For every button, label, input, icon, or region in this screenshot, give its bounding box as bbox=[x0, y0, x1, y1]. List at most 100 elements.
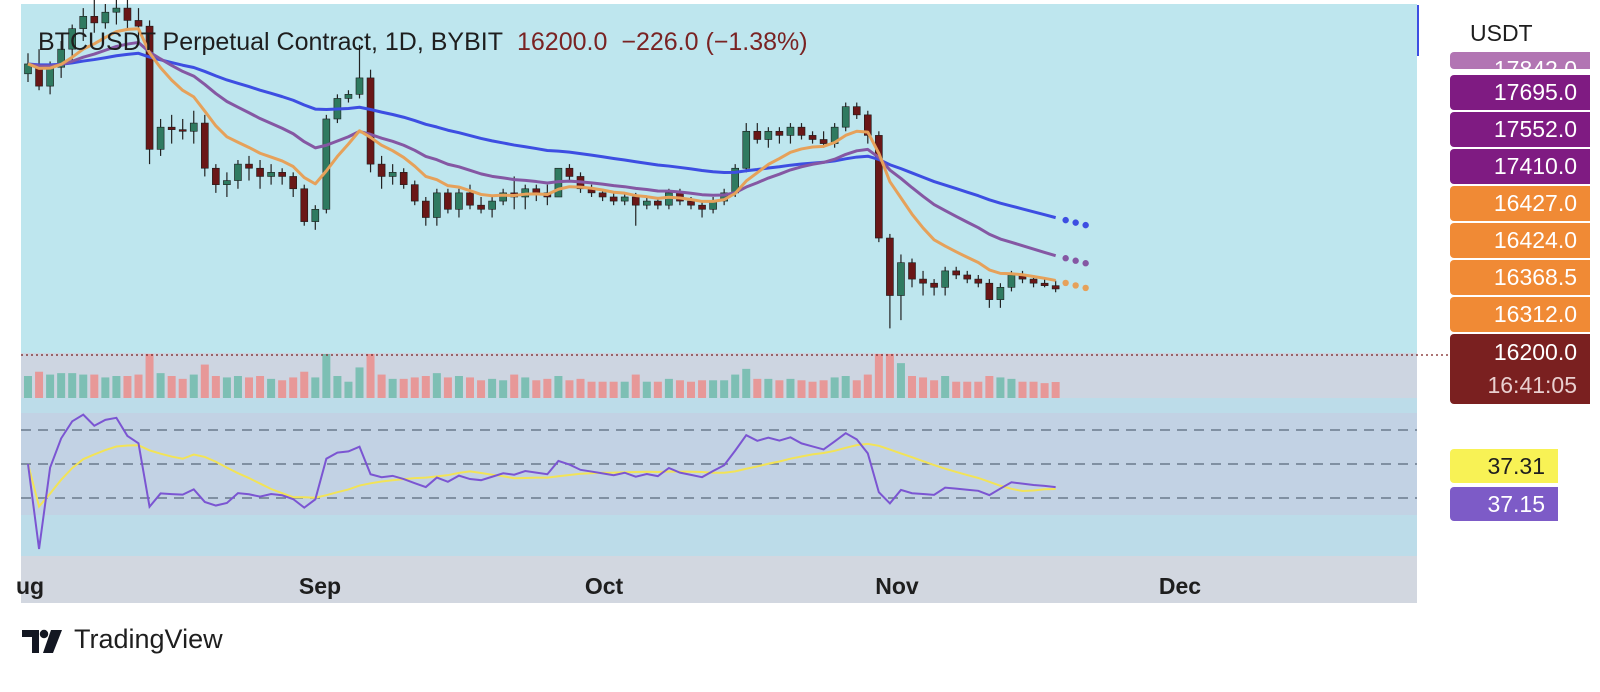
volume-bar bbox=[885, 354, 894, 398]
bear-candle bbox=[963, 274, 972, 280]
symbol-line: BTCUSDT Perpetual Contract, 1D, BYBIT bbox=[38, 28, 503, 56]
tradingview-brand[interactable]: TradingView bbox=[22, 624, 223, 655]
bull-candle bbox=[112, 7, 121, 13]
bull-candle bbox=[101, 11, 110, 24]
volume-bar bbox=[355, 367, 364, 398]
volume-bar bbox=[278, 380, 287, 398]
bear-candle bbox=[366, 77, 375, 165]
volume-bar bbox=[454, 376, 463, 398]
volume-bar bbox=[908, 376, 916, 398]
bear-candle bbox=[201, 122, 209, 169]
volume-bar bbox=[1051, 382, 1060, 398]
volume-bar bbox=[919, 377, 928, 398]
volume-bar bbox=[675, 380, 684, 398]
volume-bar bbox=[731, 374, 740, 398]
bear-candle bbox=[123, 7, 132, 21]
bear-candle bbox=[687, 200, 695, 206]
bear-candle bbox=[631, 196, 640, 206]
bear-candle bbox=[698, 204, 706, 210]
rsi-ma-line bbox=[27, 442, 1056, 509]
volume-bar bbox=[421, 376, 430, 398]
volume-bar bbox=[388, 378, 397, 398]
bull-candle bbox=[267, 172, 275, 177]
bear-candle bbox=[399, 172, 408, 185]
currency-label[interactable]: USDT bbox=[1470, 20, 1533, 46]
bear-candle bbox=[421, 200, 430, 218]
volume-bar bbox=[709, 380, 718, 398]
bear-candle bbox=[775, 130, 784, 136]
ema-long-label-3: 17410.0 bbox=[1450, 149, 1590, 184]
bull-candle bbox=[897, 262, 905, 296]
bear-candle bbox=[1051, 285, 1060, 290]
ema-slow-line-projection-dot bbox=[1082, 221, 1089, 229]
bear-candle bbox=[753, 130, 762, 140]
price-pane bbox=[21, 4, 1417, 353]
volume-bar bbox=[952, 381, 961, 398]
volume-bar bbox=[90, 374, 99, 398]
bear-candle bbox=[444, 192, 452, 210]
volume-bar bbox=[510, 374, 519, 398]
volume-bar bbox=[698, 380, 707, 398]
volume-bar bbox=[466, 377, 474, 398]
bear-candle bbox=[1029, 278, 1038, 284]
ema-slow-line-projection-dot bbox=[1072, 219, 1079, 226]
bear-candle bbox=[875, 135, 883, 239]
bear-candle bbox=[952, 270, 961, 276]
volume-bar bbox=[156, 373, 165, 398]
volume-bar bbox=[996, 377, 1005, 398]
rsi-value-label: 37.15 bbox=[1450, 487, 1558, 521]
volume-bar bbox=[68, 373, 77, 398]
volume-bar bbox=[841, 376, 850, 398]
bear-candle bbox=[90, 16, 99, 24]
bull-candle bbox=[189, 122, 198, 132]
volume-bar bbox=[587, 381, 596, 398]
volume-bar bbox=[344, 381, 353, 398]
volume-bar bbox=[311, 377, 320, 398]
volume-bar bbox=[1040, 383, 1049, 398]
volume-bar bbox=[145, 354, 154, 398]
tradingview-logo-icon bbox=[22, 629, 62, 653]
volume-bar bbox=[819, 380, 828, 398]
volume-bar bbox=[245, 377, 253, 398]
volume-bar bbox=[1018, 381, 1027, 398]
volume-bar bbox=[554, 376, 563, 398]
rsi-ma-value-label: 37.31 bbox=[1450, 449, 1558, 483]
volume-bar bbox=[477, 380, 486, 398]
ema-long-label-1: 17695.0 bbox=[1450, 75, 1590, 110]
bull-candle bbox=[355, 77, 364, 95]
bear-candle bbox=[278, 172, 286, 177]
bull-candle bbox=[941, 270, 949, 288]
brand-name: TradingView bbox=[74, 624, 223, 654]
bear-candle bbox=[145, 25, 154, 150]
volume-bar bbox=[46, 374, 55, 398]
volume-bar bbox=[598, 381, 607, 398]
bear-candle bbox=[609, 196, 618, 202]
volume-bar bbox=[764, 378, 773, 398]
ema-fast-line-projection-dot bbox=[1062, 279, 1069, 287]
last-price-label: 16200.0 bbox=[1493, 339, 1577, 365]
bull-candle bbox=[488, 200, 496, 210]
partial-top-label: 17842.0 bbox=[1450, 52, 1590, 69]
volume-bar bbox=[720, 380, 729, 398]
bear-candle bbox=[565, 167, 574, 177]
volume-bar bbox=[620, 381, 629, 398]
volume-bar bbox=[863, 374, 872, 398]
time-label-dec: Dec bbox=[1158, 573, 1202, 599]
last-price-text: 16200.0 bbox=[516, 28, 608, 56]
bear-candle bbox=[974, 278, 983, 284]
volume-bar bbox=[256, 376, 265, 398]
volume-bar bbox=[808, 381, 817, 398]
volume-bar bbox=[300, 371, 309, 398]
volume-bar bbox=[775, 380, 784, 398]
time-label-sep: Sep bbox=[298, 573, 342, 599]
volume-bar bbox=[1029, 381, 1038, 398]
bear-candle bbox=[886, 237, 894, 296]
volume-bar bbox=[289, 377, 298, 398]
volume-bar bbox=[189, 374, 198, 398]
volume-bar bbox=[101, 377, 110, 398]
volume-bar bbox=[753, 378, 762, 398]
bull-candle bbox=[322, 118, 331, 210]
bull-candle bbox=[455, 192, 463, 210]
